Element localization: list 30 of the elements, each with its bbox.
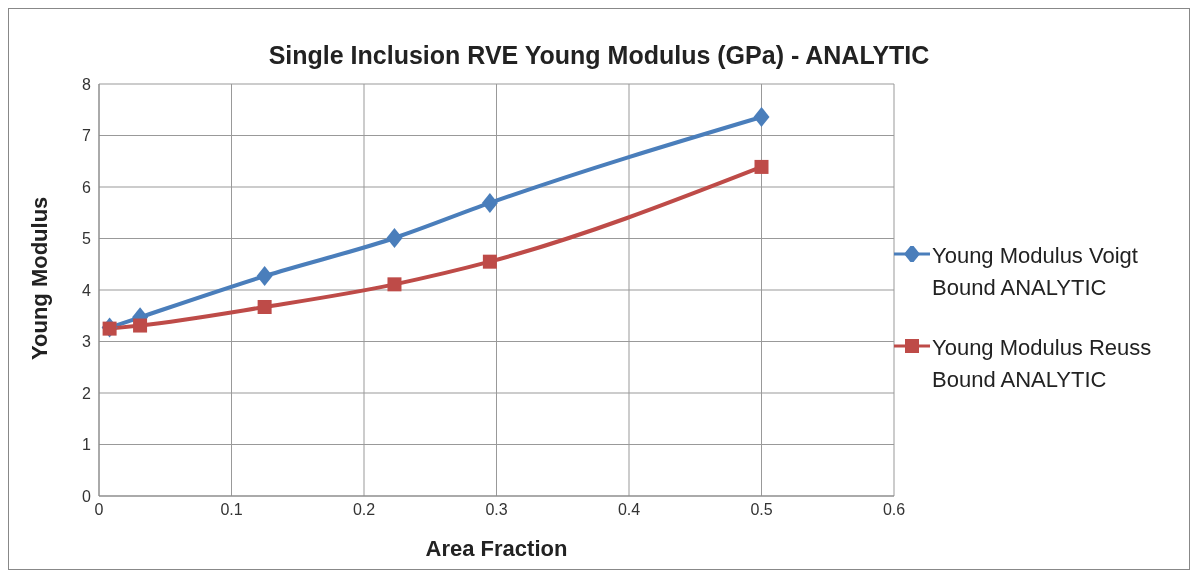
x-tick-label: 0.5	[750, 501, 773, 519]
chart-title: Single Inclusion RVE Young Modulus (GPa) - ANALYTIC	[267, 41, 931, 70]
point	[482, 254, 497, 269]
point	[387, 277, 402, 292]
x-tick-label: 0.3	[485, 501, 508, 519]
x-tick-label: 0	[94, 501, 104, 519]
y-tick-label: 8	[82, 75, 92, 93]
point	[256, 266, 273, 287]
y-tick-label: 2	[82, 384, 92, 402]
y-axis-title: Young Modulus	[26, 196, 52, 360]
legend-label: Young Modulus Voigt Bound ANALYTIC	[932, 242, 1139, 302]
y-tick-label: 7	[82, 127, 92, 145]
x-tick-label: 0.2	[352, 501, 376, 519]
point	[754, 159, 769, 174]
y-tick-label: 0	[82, 487, 92, 505]
x-tick-label: 0.1	[220, 501, 243, 519]
point	[133, 318, 148, 333]
y-tick-label: 4	[82, 281, 92, 299]
point	[386, 227, 403, 248]
x-axis-title: Area Fraction	[425, 536, 568, 561]
point	[753, 106, 770, 127]
point	[481, 192, 498, 213]
y-tick-label: 3	[82, 333, 92, 351]
y-tick-label: 5	[82, 230, 92, 248]
y-tick-label: 6	[82, 178, 92, 196]
point	[257, 300, 272, 314]
x-tick-label: 0.4	[617, 501, 641, 519]
x-tick-label: 0.6	[882, 501, 906, 519]
y-tick-label: 1	[82, 436, 92, 454]
legend-label: Young Modulus Reuss Bound ANALYTIC	[932, 334, 1153, 394]
